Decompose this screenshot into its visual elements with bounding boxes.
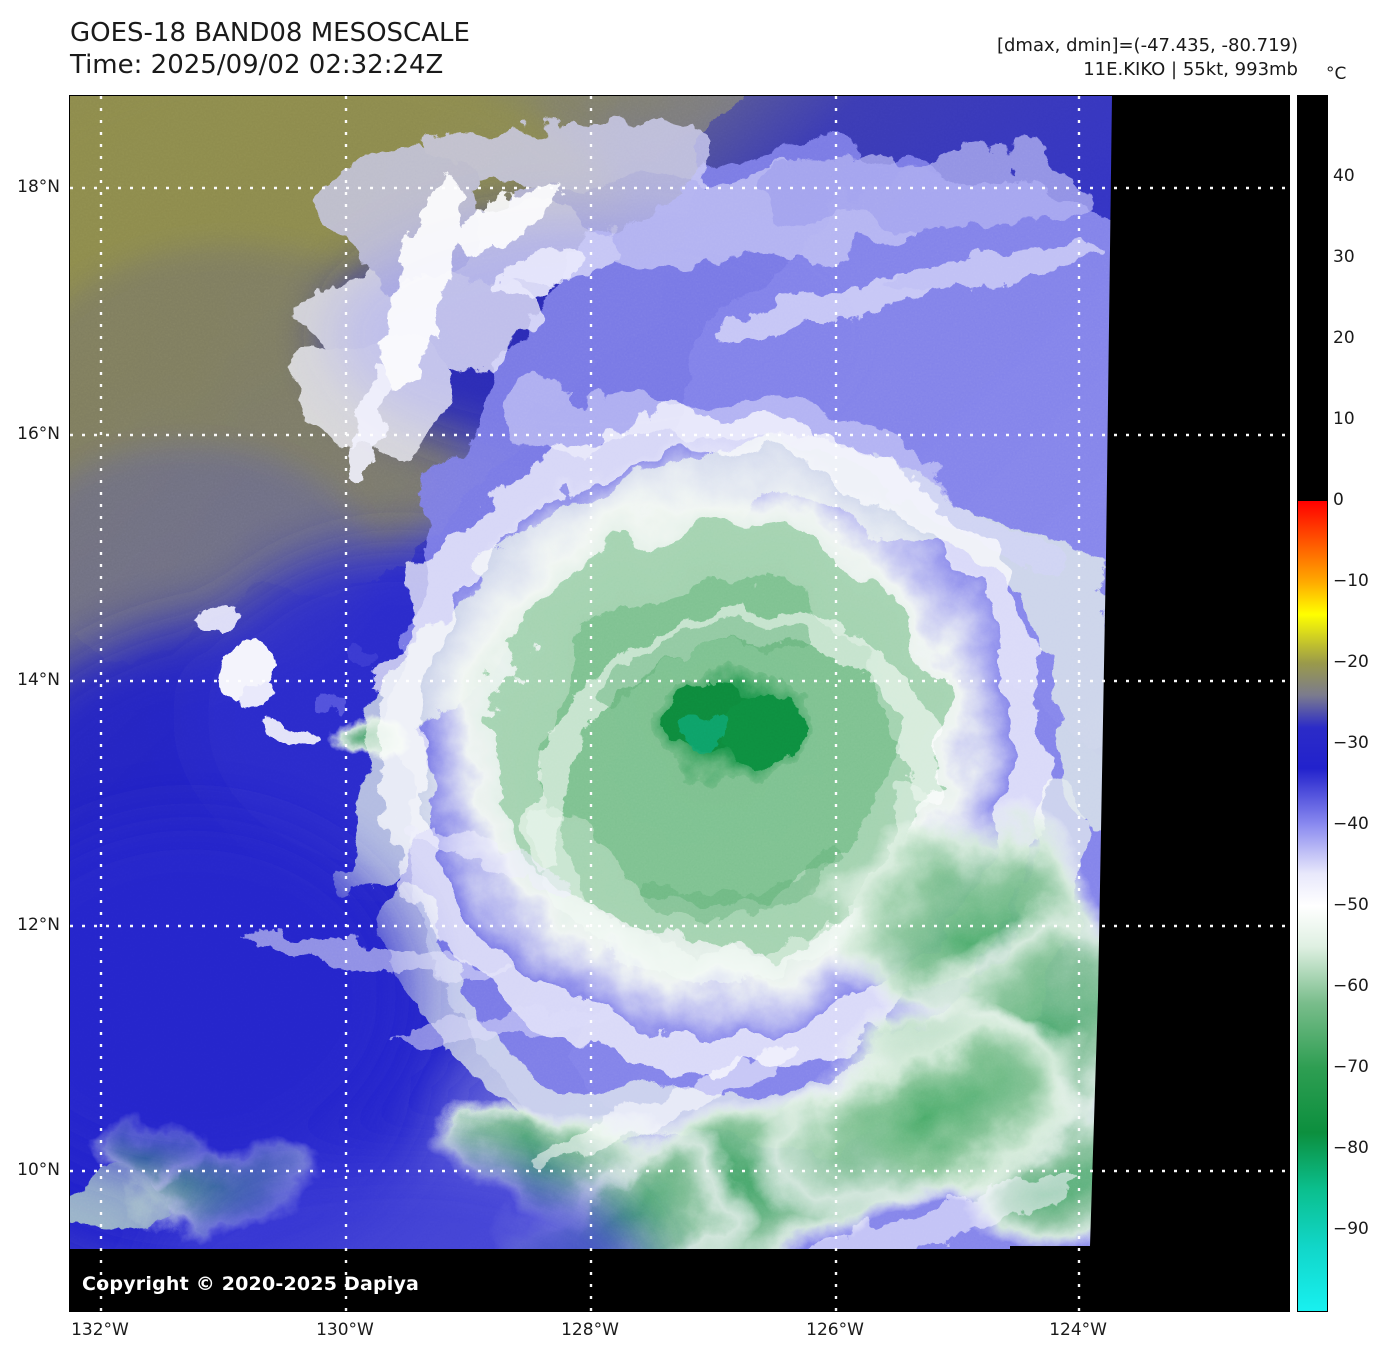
satellite-swath: [70, 96, 1112, 1249]
colorbar-tick-label: 30: [1333, 247, 1355, 267]
y-axis-tick-label: 14°N: [17, 670, 60, 691]
colorbar-tick-label: −90: [1333, 1219, 1369, 1239]
page-title: GOES-18 BAND08 MESOSCALE: [70, 18, 470, 48]
y-axis-tick-label: 12°N: [17, 914, 60, 935]
colorbar-tick-label: −40: [1333, 814, 1369, 834]
colorbar-tick-label: −10: [1333, 571, 1369, 591]
copyright-label: Copyright © 2020-2025 Dapiya: [82, 1273, 420, 1295]
metadata-block: [dmax, dmin]=(-47.435, -80.719) 11E.KIKO…: [997, 34, 1298, 81]
satellite-image-plot[interactable]: Copyright © 2020-2025 Dapiya: [69, 95, 1290, 1312]
colorbar-tick-label: 20: [1333, 328, 1355, 348]
x-axis-tick-label: 124°W: [1049, 1320, 1107, 1340]
colorbar-tick-label: −70: [1333, 1057, 1369, 1077]
colorbar-tick-label: 10: [1333, 409, 1355, 429]
colorbar-tick-label: −20: [1333, 652, 1369, 672]
storm-info-label: 11E.KIKO | 55kt, 993mb: [1083, 59, 1298, 80]
x-axis-tick-label: 132°W: [71, 1320, 129, 1340]
x-axis-tick-label: 130°W: [316, 1320, 374, 1340]
colorbar-tick-label: −60: [1333, 976, 1369, 996]
dmax-dmin-label: [dmax, dmin]=(-47.435, -80.719): [996, 35, 1298, 56]
y-axis-tick-label: 18°N: [17, 176, 60, 197]
timestamp-label: Time: 2025/09/02 02:32:24Z: [70, 50, 444, 80]
y-axis-tick-label: 10°N: [17, 1160, 60, 1181]
colorbar-tick-label: 0: [1333, 490, 1344, 510]
y-axis-tick-label: 16°N: [17, 423, 60, 444]
colorbar[interactable]: [1297, 95, 1328, 1312]
title-block: GOES-18 BAND08 MESOSCALE Time: 2025/09/0…: [70, 18, 470, 82]
satellite-imagery-canvas: [70, 96, 1289, 1311]
x-axis-tick-label: 126°W: [806, 1320, 864, 1340]
x-axis-tick-label: 128°W: [561, 1320, 619, 1340]
colorbar-tick-label: −80: [1333, 1138, 1369, 1158]
colorbar-tick-label: −30: [1333, 733, 1369, 753]
colorbar-gradient: [1298, 96, 1327, 1311]
colorbar-unit-label: °C: [1326, 64, 1347, 84]
colorbar-tick-label: 40: [1333, 166, 1355, 186]
colorbar-tick-label: −50: [1333, 895, 1369, 915]
